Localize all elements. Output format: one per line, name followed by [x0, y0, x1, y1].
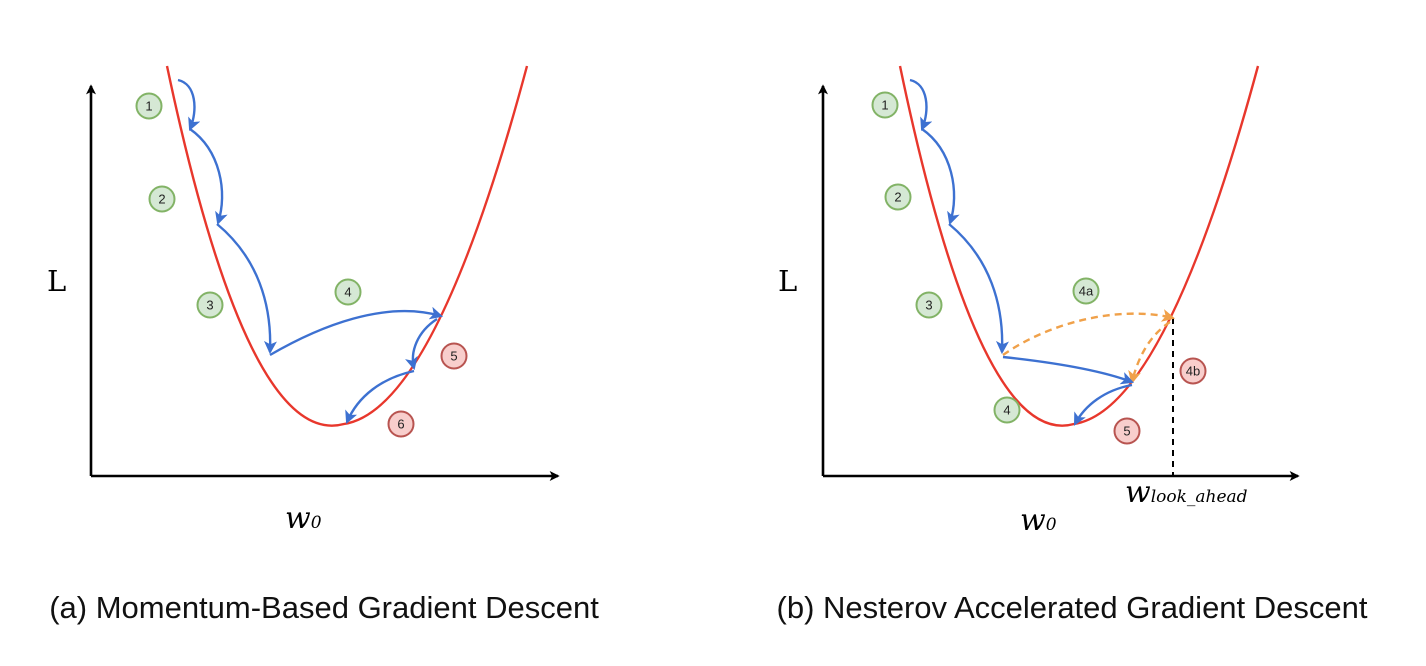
- panel-caption: (a) Momentum-Based Gradient Descent: [49, 590, 599, 625]
- badge-circle: [135, 92, 163, 120]
- step-badge: 1: [871, 91, 899, 119]
- x-axis-label: w0: [1020, 503, 1057, 538]
- step-arrow-4: [269, 306, 444, 357]
- badge-label: 4: [1003, 403, 1010, 418]
- x-axis-label-main: w: [1020, 503, 1046, 538]
- step-badge: 2: [148, 185, 176, 213]
- step-badge: 4a: [1072, 277, 1100, 305]
- badge-label: 5: [450, 349, 457, 364]
- step-arrow-3: [948, 223, 1009, 355]
- panel-caption: (b) Nesterov Accelerated Gradient Descen…: [777, 590, 1368, 625]
- badge-circle: [334, 278, 362, 306]
- badge-label: 5: [1123, 424, 1130, 439]
- badge-circle: [915, 291, 943, 319]
- badge-label: 2: [894, 190, 901, 205]
- badge-circle: [387, 410, 415, 438]
- badge-circle: [1072, 277, 1100, 305]
- y-axis-label: L: [778, 264, 797, 298]
- step-badge: 5: [440, 342, 468, 370]
- x-axis-label-main: w: [285, 501, 311, 536]
- step-arrow-6: [345, 369, 415, 424]
- step-badge: 2: [884, 183, 912, 211]
- x-axis-label: w0: [285, 501, 322, 536]
- x-axis-label-subscript: 0: [1046, 515, 1057, 535]
- badge-circle: [148, 185, 176, 213]
- badge-label: 4: [344, 285, 351, 300]
- y-axis-label: L: [47, 264, 66, 298]
- badge-label: 6: [397, 417, 404, 432]
- badge-circle: [993, 396, 1021, 424]
- loss-curve: [898, 65, 1260, 427]
- badge-label: 1: [145, 99, 152, 114]
- badge-label: 2: [158, 192, 165, 207]
- step-badge: 3: [196, 291, 224, 319]
- badge-circle: [1113, 417, 1141, 445]
- step-badge: 4: [993, 396, 1021, 424]
- badge-circle: [440, 342, 468, 370]
- badge-label: 1: [881, 98, 888, 113]
- x-axis-label-subscript: 0: [311, 513, 322, 533]
- step-arrow-3: [216, 223, 277, 355]
- panel-nesterov: L w0 wlook_ahead 1 2 3 4a 4b: [777, 65, 1368, 625]
- look-ahead-arrow: [1002, 309, 1176, 356]
- step-badge: 4b: [1179, 357, 1207, 385]
- step-badge: 3: [915, 291, 943, 319]
- step-arrow-5: [405, 317, 438, 371]
- step-arrow-2: [921, 128, 960, 226]
- step-arrow-1: [177, 78, 201, 131]
- loss-curve: [165, 65, 529, 427]
- step-arrow-2: [189, 128, 228, 226]
- step-badge: 5: [1113, 417, 1141, 445]
- step-badge: 4: [334, 278, 362, 306]
- panel-momentum: L w0 1 2 3 4 5 6: [47, 65, 599, 625]
- badge-circle: [1179, 357, 1207, 385]
- step-arrow-1: [909, 78, 933, 131]
- badge-label: 3: [206, 298, 213, 313]
- look-ahead-label: wlook_ahead: [1125, 475, 1248, 510]
- look-ahead-label-main: w: [1125, 475, 1151, 510]
- badge-circle: [884, 183, 912, 211]
- badge-label: 3: [925, 298, 932, 313]
- badge-label: 4b: [1186, 364, 1200, 379]
- step-arrow-5: [1073, 383, 1133, 426]
- badge-label: 4a: [1079, 284, 1094, 299]
- step-badge: 1: [135, 92, 163, 120]
- step-badge: 6: [387, 410, 415, 438]
- step-arrow-4: [1002, 355, 1135, 385]
- badge-circle: [871, 91, 899, 119]
- badge-circle: [196, 291, 224, 319]
- look-ahead-label-subscript: look_ahead: [1151, 487, 1248, 507]
